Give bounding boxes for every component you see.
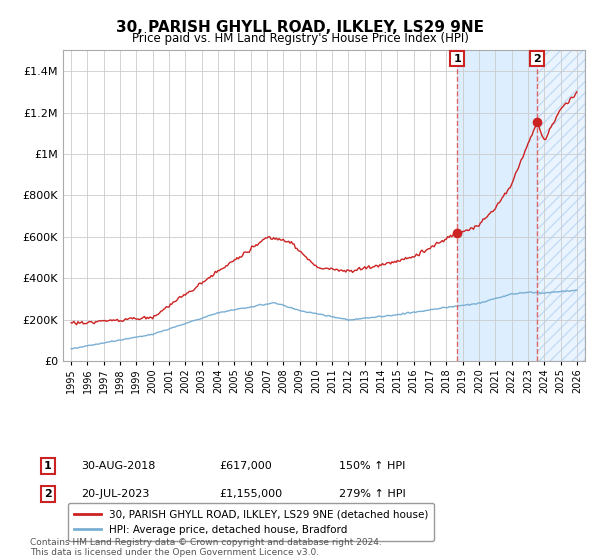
Text: 30-AUG-2018: 30-AUG-2018 xyxy=(81,461,155,471)
Bar xyxy=(457,50,537,361)
Text: 30, PARISH GHYLL ROAD, ILKLEY, LS29 9NE: 30, PARISH GHYLL ROAD, ILKLEY, LS29 9NE xyxy=(116,20,484,35)
Text: 2: 2 xyxy=(533,54,541,64)
Text: 1: 1 xyxy=(44,461,52,471)
Legend: 30, PARISH GHYLL ROAD, ILKLEY, LS29 9NE (detached house), HPI: Average price, de: 30, PARISH GHYLL ROAD, ILKLEY, LS29 9NE … xyxy=(68,503,434,541)
Text: 279% ↑ HPI: 279% ↑ HPI xyxy=(339,489,406,499)
Text: £1,155,000: £1,155,000 xyxy=(219,489,282,499)
Text: 2: 2 xyxy=(44,489,52,499)
Text: £617,000: £617,000 xyxy=(219,461,272,471)
Text: 1: 1 xyxy=(453,54,461,64)
Bar xyxy=(537,50,585,361)
Text: 150% ↑ HPI: 150% ↑ HPI xyxy=(339,461,406,471)
Text: Price paid vs. HM Land Registry's House Price Index (HPI): Price paid vs. HM Land Registry's House … xyxy=(131,32,469,45)
Text: Contains HM Land Registry data © Crown copyright and database right 2024.
This d: Contains HM Land Registry data © Crown c… xyxy=(30,538,382,557)
Text: 20-JUL-2023: 20-JUL-2023 xyxy=(81,489,149,499)
